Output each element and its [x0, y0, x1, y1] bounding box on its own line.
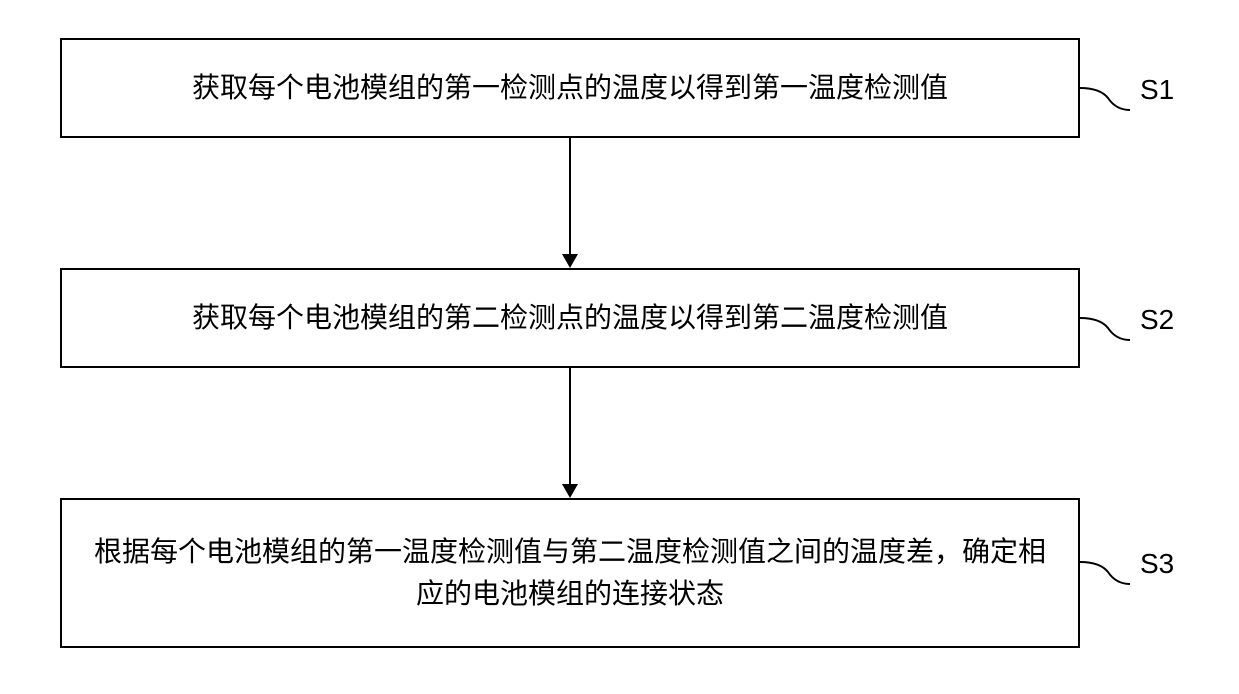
connector-s2	[1080, 304, 1140, 348]
flowchart-step-s3: 根据每个电池模组的第一温度检测值与第二温度检测值之间的温度差，确定相应的电池模组…	[60, 498, 1080, 648]
arrow-head-s2-s3	[562, 484, 578, 498]
step-s3-label: S3	[1140, 548, 1174, 580]
flowchart-step-s2: 获取每个电池模组的第二检测点的温度以得到第二温度检测值	[60, 268, 1080, 368]
arrow-head-s1-s2	[562, 254, 578, 268]
arrow-s2-s3	[569, 368, 571, 484]
step-s1-text: 获取每个电池模组的第一检测点的温度以得到第一温度检测值	[192, 67, 948, 109]
connector-s1	[1080, 74, 1140, 118]
step-s2-label: S2	[1140, 304, 1174, 336]
arrow-s1-s2	[569, 138, 571, 254]
connector-s3	[1080, 548, 1140, 592]
flowchart-step-s1: 获取每个电池模组的第一检测点的温度以得到第一温度检测值	[60, 38, 1080, 138]
step-s1-label: S1	[1140, 74, 1174, 106]
step-s2-text: 获取每个电池模组的第二检测点的温度以得到第二温度检测值	[192, 297, 948, 339]
step-s3-text: 根据每个电池模组的第一温度检测值与第二温度检测值之间的温度差，确定相应的电池模组…	[86, 531, 1054, 615]
